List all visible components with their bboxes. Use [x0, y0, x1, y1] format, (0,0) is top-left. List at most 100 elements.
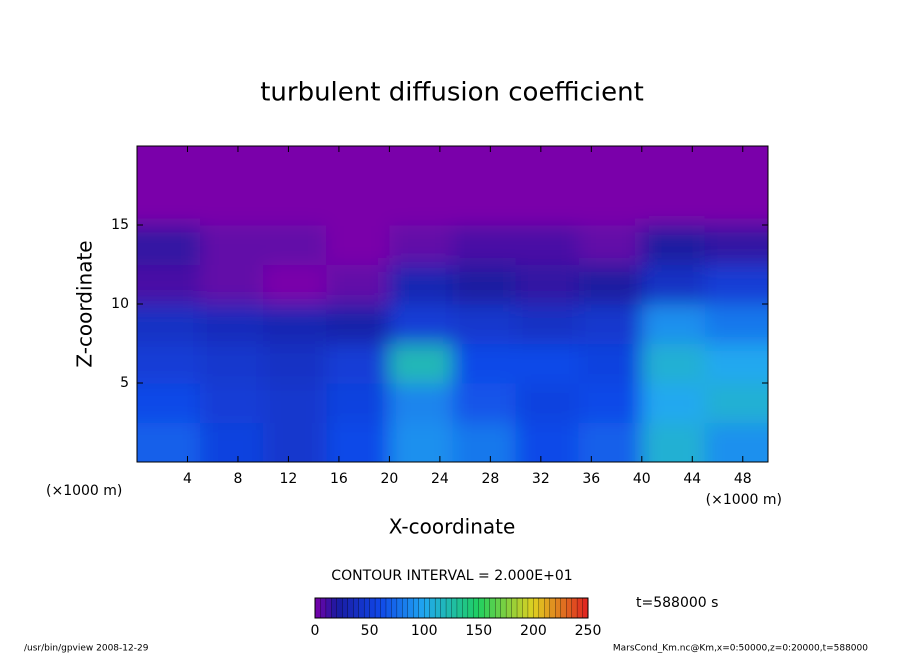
time-label: t=588000 s	[636, 595, 718, 611]
cell	[137, 343, 201, 384]
cell	[200, 185, 264, 226]
y-tick-label: 15	[111, 217, 129, 233]
cell	[263, 185, 327, 226]
cell	[515, 304, 580, 344]
colorbar-cell	[424, 597, 431, 619]
colorbar-cell	[353, 597, 360, 619]
cells	[137, 146, 768, 462]
colorbar-cell	[369, 597, 376, 619]
colorbar-cell	[429, 597, 436, 619]
cell	[263, 343, 327, 384]
cell	[578, 225, 643, 265]
cell	[704, 146, 768, 186]
cell	[137, 383, 201, 423]
colorbar-cell	[440, 597, 447, 619]
colorbar-cell	[456, 597, 463, 619]
cell	[452, 225, 517, 265]
cell	[389, 343, 453, 384]
x-tick-label: 44	[683, 471, 701, 487]
cell	[200, 422, 264, 462]
cell	[641, 264, 706, 305]
cell	[578, 343, 643, 384]
colorbar-cell	[484, 597, 491, 619]
cell	[641, 225, 706, 265]
colorbar-cell	[478, 597, 485, 619]
colorbar-cell	[325, 597, 332, 619]
colorbar-cell	[489, 597, 496, 619]
cell	[641, 185, 706, 226]
cell	[326, 146, 390, 186]
cell	[515, 264, 580, 305]
colorbar-cell	[560, 597, 567, 619]
colorbar-cell	[522, 597, 529, 619]
contour-interval: CONTOUR INTERVAL = 2.000E+01	[331, 568, 572, 584]
cell	[452, 304, 517, 344]
cell	[452, 185, 517, 226]
colorbar-cell	[331, 597, 338, 619]
cell	[704, 383, 768, 423]
colorbar-cell	[451, 597, 458, 619]
cell	[263, 225, 327, 265]
cell	[641, 343, 706, 384]
cell	[263, 383, 327, 423]
x-tick-label: 12	[280, 471, 298, 487]
colorbar-tick-label: 250	[575, 623, 602, 639]
cell	[263, 264, 327, 305]
cell	[389, 146, 453, 186]
y-tick-label: 10	[111, 296, 129, 312]
colorbar-cell	[500, 597, 507, 619]
cell	[641, 383, 706, 423]
colorbar-cell	[391, 597, 398, 619]
colorbar-cell	[385, 597, 392, 619]
colorbar-cell	[533, 597, 540, 619]
cell	[452, 422, 517, 462]
cell	[389, 264, 453, 305]
colorbar-cell	[402, 597, 409, 619]
cell	[389, 185, 453, 226]
colorbar-cell	[467, 597, 474, 619]
x-axis-label: X-coordinate	[389, 515, 516, 539]
cell	[326, 264, 390, 305]
cell	[578, 422, 643, 462]
cell	[641, 146, 706, 186]
colorbar	[314, 597, 589, 619]
cell	[326, 422, 390, 462]
cell	[704, 185, 768, 226]
colorbar-tick-label: 50	[361, 623, 379, 639]
colorbar-cell	[576, 597, 583, 619]
cell	[452, 343, 517, 384]
cell	[137, 225, 201, 265]
cell	[704, 225, 768, 265]
colorbar-tick-label: 200	[520, 623, 547, 639]
cell	[515, 225, 580, 265]
colorbar-cell	[418, 597, 425, 619]
colorbar-cell	[505, 597, 513, 619]
colorbar-cell	[374, 597, 381, 619]
cell	[200, 264, 264, 305]
cell	[704, 264, 768, 305]
colorbar-cell	[571, 597, 578, 619]
cell	[641, 304, 706, 344]
cell	[389, 304, 453, 344]
colorbar-cell	[549, 597, 556, 619]
colorbar-cell	[555, 597, 562, 619]
cell	[578, 304, 643, 344]
y-axis-label: Z-coordinate	[73, 240, 97, 367]
colorbar-cell	[407, 597, 414, 619]
footer-right: MarsCond_Km.nc@Km,x=0:50000,z=0:20000,t=…	[613, 644, 868, 654]
cell	[389, 383, 453, 423]
colorbar-tick-label: 0	[311, 623, 320, 639]
cell	[326, 185, 390, 226]
cell	[326, 383, 390, 423]
colorbar-cell	[396, 597, 403, 619]
colorbar-cell	[566, 597, 573, 619]
colorbar-tick-label: 150	[465, 623, 492, 639]
colorbar-cell	[358, 597, 365, 619]
x-tick-label: 32	[532, 471, 550, 487]
colorbar-cell	[413, 597, 420, 619]
cell	[389, 225, 453, 265]
cell	[452, 146, 517, 186]
colorbar-cell	[380, 597, 387, 619]
cell	[326, 343, 390, 384]
colorbar-cell	[314, 597, 321, 619]
